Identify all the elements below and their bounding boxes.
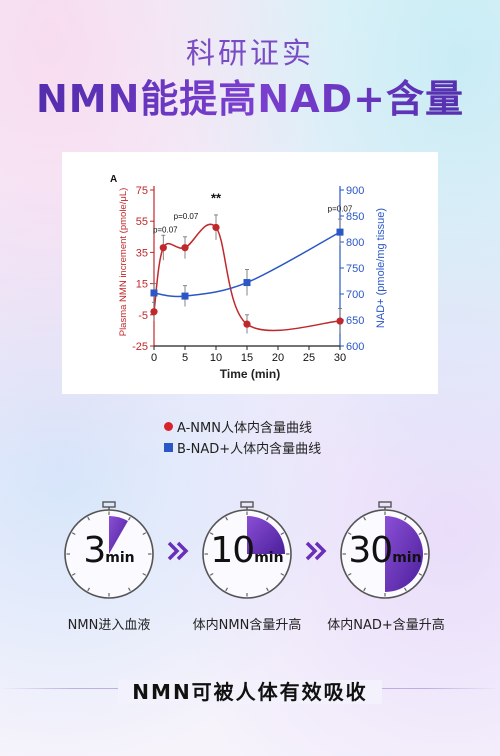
right-tick-label: 700 (346, 289, 364, 301)
stopwatch-tick (265, 587, 269, 592)
stopwatch-icon (202, 501, 292, 599)
annotation-significance: ** (211, 190, 222, 205)
stopwatch-tick (403, 587, 407, 592)
timer-3min: 3min (57, 500, 161, 604)
series-a-point (181, 244, 189, 252)
series-b-point (243, 279, 251, 287)
x-tick-label: 0 (151, 352, 157, 364)
double-chevron-right-icon (167, 541, 189, 561)
footer-slogan: NMN可被人体有效吸收 (0, 676, 500, 705)
annotation-p-value: p=0.07 (153, 226, 178, 235)
legend-label-b: B-NAD+人体内含量曲线 (177, 442, 322, 457)
timer-10min: 10min (195, 500, 299, 604)
stopwatch-tick (280, 572, 285, 576)
right-tick-label: 750 (346, 263, 364, 275)
x-tick-label: 5 (182, 352, 188, 364)
left-tick-label: -5 (138, 310, 148, 322)
series-a-point (212, 223, 220, 232)
timer-30min: 30min (333, 500, 437, 604)
stopwatch-tick (347, 532, 352, 536)
left-axis-label: Plasma NMN increment (pmole/μL) (118, 188, 129, 337)
chart-card: A -25 -5 15 35 55 75 600 650 700 750 800 850 900 0 5 10 1… (62, 152, 438, 394)
stopwatch-icon (64, 501, 154, 599)
right-tick-label: 650 (346, 315, 364, 327)
stopwatch-tick (127, 516, 131, 521)
stopwatch-tick (225, 587, 229, 592)
stopwatch-tick (363, 587, 367, 592)
series-a-point (336, 317, 344, 325)
stopwatch-tick (71, 532, 76, 536)
stopwatch-tick (418, 532, 423, 536)
double-chevron-right-icon (305, 541, 327, 561)
left-tick-label: 55 (136, 216, 148, 228)
stopwatch-tick (209, 532, 214, 536)
stopwatch-tick (142, 532, 147, 536)
red-dot-icon (164, 422, 173, 431)
stopwatch-tick (209, 572, 214, 576)
left-tick-label: 15 (136, 279, 148, 291)
stopwatch-tick (347, 572, 352, 576)
timer-label: 30min (348, 530, 422, 571)
right-tick-label: 900 (346, 185, 364, 197)
series-a-point (150, 308, 158, 316)
series-b-point (181, 292, 189, 300)
stopwatch-tick (265, 516, 269, 521)
stopwatch-tick (403, 516, 407, 521)
series-b-line (153, 231, 341, 298)
timer-caption-1: NMN进入血液 (67, 618, 151, 633)
x-tick-label: 25 (303, 352, 315, 364)
x-tick-label: 20 (272, 352, 284, 364)
right-tick-label: 800 (346, 237, 364, 249)
legend-label-a: A-NMN人体内含量曲线 (177, 421, 312, 436)
timer-label: 10min (210, 530, 284, 571)
stopwatch-tick (87, 587, 91, 592)
stopwatch-crown (102, 501, 116, 508)
timer-caption-2: 体内NMN含量升高 (192, 618, 302, 633)
stopwatch-tick (127, 587, 131, 592)
page-subtitle: 科研证实 (185, 36, 314, 70)
series-a-point (159, 244, 167, 252)
blue-square-icon (164, 443, 173, 452)
stopwatch-tick (142, 572, 147, 576)
stopwatch-icon (340, 501, 430, 599)
series-b-point (150, 289, 158, 297)
left-tick-label: -25 (132, 341, 148, 353)
stopwatch-tick (363, 516, 367, 521)
stopwatch-crown (378, 501, 392, 508)
right-tick-label: 850 (346, 211, 364, 223)
stopwatch-tick (225, 516, 229, 521)
x-axis-label: Time (min) (220, 367, 280, 381)
elapsed-sector (385, 516, 423, 592)
annotation-p-value: p=0.07 (174, 212, 199, 221)
right-tick-label: 600 (346, 341, 364, 353)
legend-item-b: B-NAD+人体内含量曲线 (164, 437, 321, 458)
x-tick-label: 30 (334, 352, 346, 364)
panel-label: A (110, 174, 117, 185)
right-axis-label: NAD+ (pmole/mg tissue) (375, 208, 387, 328)
legend-item-a: A-NMN人体内含量曲线 (164, 416, 321, 437)
annotation-p-value: p=0.07 (328, 204, 353, 213)
timer-caption-3: 体内NAD+含量升高 (327, 618, 445, 633)
elapsed-sector (109, 516, 128, 554)
stopwatch-tick (87, 516, 91, 521)
series-a-point (243, 320, 251, 328)
x-tick-label: 15 (241, 352, 253, 364)
x-tick-label: 10 (210, 352, 222, 364)
stopwatch-tick (280, 532, 285, 536)
stopwatch-tick (418, 572, 423, 576)
elapsed-sector (247, 516, 285, 554)
page-title: NMN能提高NAD+含量 (0, 68, 500, 123)
timer-label: 3min (83, 530, 135, 571)
chart-svg: A -25 -5 15 35 55 75 600 650 700 750 800 850 900 0 5 10 1… (110, 174, 387, 381)
stopwatch-crown (240, 501, 254, 508)
left-tick-label: 35 (136, 247, 148, 259)
stopwatch-tick (71, 572, 76, 576)
left-tick-label: 75 (136, 185, 148, 197)
series-b-point (336, 228, 344, 236)
chart-legend: A-NMN人体内含量曲线 B-NAD+人体内含量曲线 (164, 416, 321, 458)
